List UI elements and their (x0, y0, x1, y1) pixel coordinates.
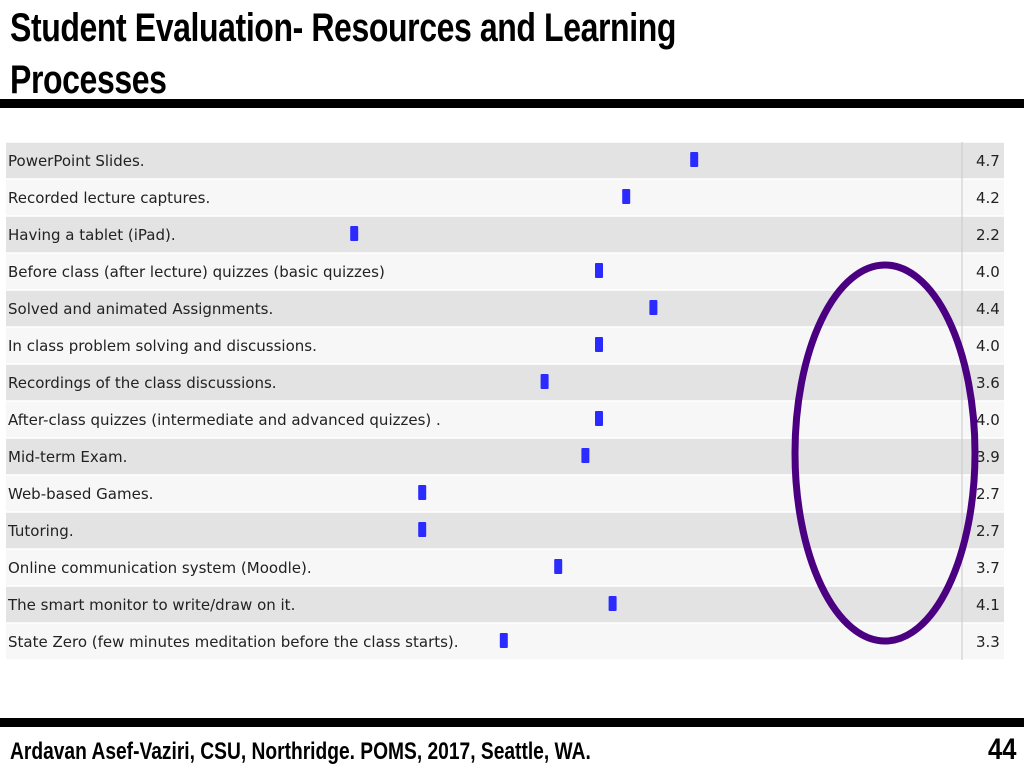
page-number: 44 (987, 733, 1016, 766)
category-label: In class problem solving and discussions… (8, 337, 317, 355)
value-label: 4.0 (976, 411, 1000, 429)
value-label: 2.2 (976, 226, 1000, 244)
chart-row-bg (6, 179, 1004, 216)
chart-row-bg (6, 512, 1004, 549)
highlight-circle (791, 261, 979, 645)
data-point-marker (595, 337, 603, 352)
chart-row-bg (6, 253, 1004, 290)
category-label: Recorded lecture captures. (8, 189, 210, 207)
value-label: 4.0 (976, 337, 1000, 355)
value-label: 3.7 (976, 559, 1000, 577)
data-point-marker (608, 596, 617, 611)
value-label: 4.0 (976, 263, 1000, 281)
footer-divider (0, 718, 1024, 727)
chart-row-bg (6, 401, 1004, 438)
value-label: 2.7 (976, 485, 1000, 503)
data-point-marker (595, 263, 603, 278)
slide-title: Student Evaluation- Resources and Learni… (10, 6, 676, 102)
chart-row-bg (6, 142, 1004, 179)
value-label: 4.1 (976, 596, 1000, 614)
category-label: Having a tablet (iPad). (8, 226, 176, 244)
footer-text: Ardavan Asef-Vaziri, CSU, Northridge. PO… (10, 738, 591, 765)
value-label: 4.4 (976, 300, 1000, 318)
category-label: Solved and animated Assignments. (8, 300, 273, 318)
value-label: 3.6 (976, 374, 1000, 392)
data-point-marker (690, 152, 699, 167)
value-label: 4.7 (976, 152, 1000, 170)
category-label: Web-based Games. (8, 485, 153, 503)
chart-row-bg (6, 475, 1004, 512)
data-point-marker (499, 633, 508, 648)
evaluation-chart: PowerPoint Slides. Recorded lecture captu… (6, 141, 1004, 660)
chart-row-bg (6, 438, 1004, 475)
chart-row-bg (6, 216, 1004, 253)
chart-row-bg (6, 549, 1004, 586)
data-point-marker (649, 300, 658, 315)
category-label: Recordings of the class discussions. (8, 374, 277, 392)
data-point-marker (595, 411, 603, 426)
data-point-marker (418, 485, 427, 500)
category-label: Tutoring. (7, 522, 74, 540)
data-point-marker (622, 189, 631, 204)
chart-rows: PowerPoint Slides. Recorded lecture captu… (6, 141, 1004, 660)
chart-row-bg (6, 364, 1004, 401)
value-label: 2.7 (976, 522, 1000, 540)
data-point-marker (581, 448, 590, 463)
data-point-marker (554, 559, 563, 574)
chart-row-bg (6, 327, 1004, 364)
category-label: PowerPoint Slides. (8, 152, 145, 170)
data-point-marker (350, 226, 359, 241)
category-label: The smart monitor to write/draw on it. (7, 596, 295, 614)
chart-value-labels: 4.7 4.2 2.2 4.0 4.4 4.0 3.6 4.0 3.9 2.7 2.7 3.7 4.1 3… (976, 152, 1000, 651)
category-label: After-class quizzes (intermediate and ad… (8, 411, 441, 429)
value-label: 4.2 (976, 189, 1000, 207)
data-point-marker (418, 522, 427, 537)
data-point-marker (540, 374, 549, 389)
category-label: Online communication system (Moodle). (8, 559, 312, 577)
value-label: 3.3 (976, 633, 1000, 651)
category-label: Before class (after lecture) quizzes (ba… (8, 263, 385, 281)
chart-marks (350, 152, 699, 648)
value-label: 3.9 (976, 448, 1000, 466)
category-label: Mid-term Exam. (8, 448, 127, 466)
category-label: State Zero (few minutes meditation befor… (8, 633, 459, 651)
title-divider (0, 99, 1024, 108)
